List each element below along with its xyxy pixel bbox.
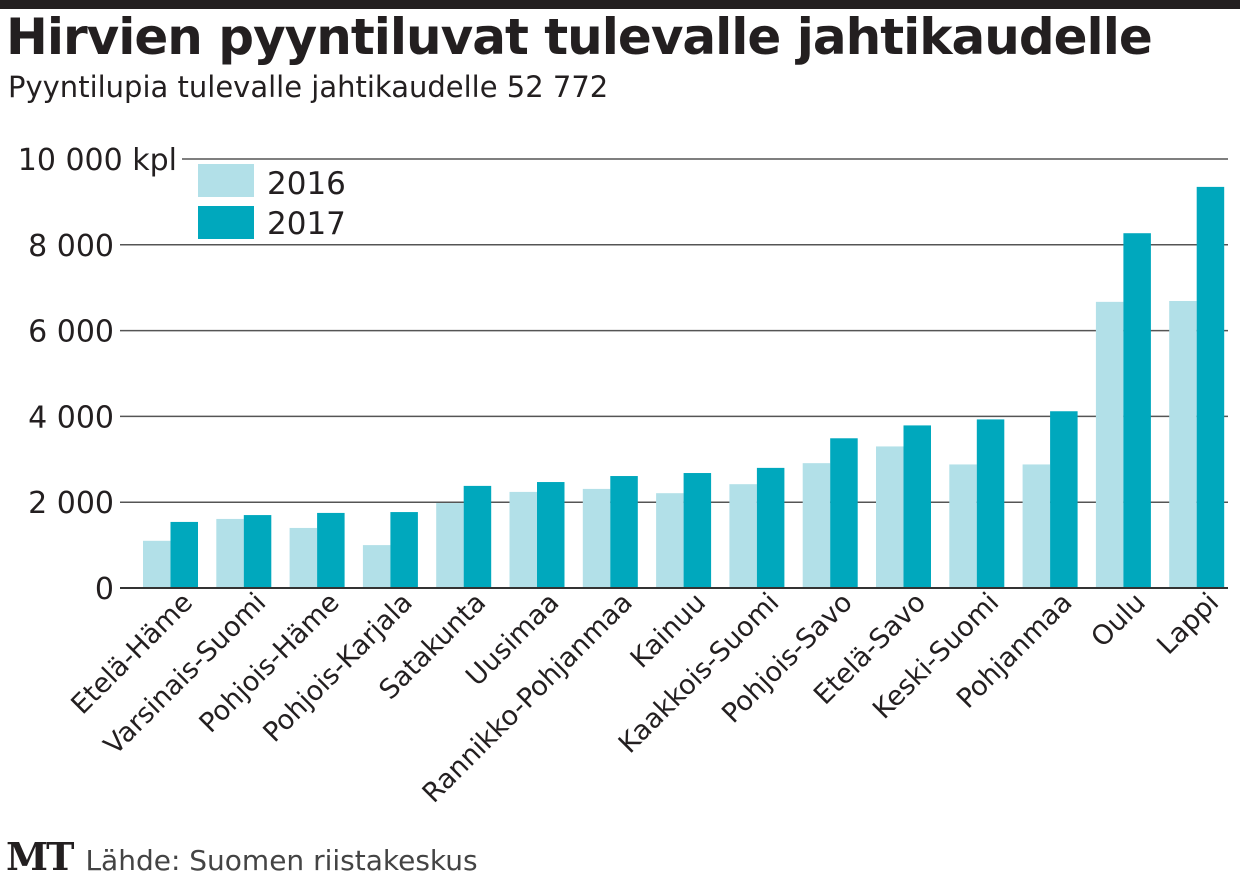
y-tick-label: 0 (95, 572, 114, 607)
bar-2017-Etelä-Savo (903, 425, 931, 588)
legend-label-2017: 2017 (267, 206, 346, 242)
x-tick-label: Keski-Suomi (867, 587, 1005, 725)
top-rule (0, 0, 1240, 9)
bar-2017-Pohjois-Häme (317, 512, 345, 588)
legend-swatch-2016 (198, 164, 254, 197)
bar-2016-Lappi (1169, 300, 1197, 588)
footer: MT Lähde: Suomen riistakeskus (6, 834, 478, 879)
bar-2016-Satakunta (436, 503, 464, 588)
bar-2017-Pohjanmaa (1050, 411, 1078, 588)
bar-2016-Uusimaa (509, 491, 537, 588)
y-axis-ticks: 0 2 000 4 000 6 000 8 000 10 000 kpl (18, 143, 177, 607)
chart-subtitle: Pyyntilupia tulevalle jahtikaudelle 52 7… (8, 70, 609, 104)
bar-2017-Kaakkois-Suomi (756, 467, 785, 588)
bar-2016-Pohjanmaa (1022, 464, 1051, 588)
bar-2016-Rannikko-Pohjanmaa (582, 488, 611, 588)
bar-2016-Pohjois-Häme (289, 527, 318, 588)
x-tick-label: Oulu (1085, 587, 1151, 653)
bar-2017-Keski-Suomi (976, 419, 1005, 588)
source-note: Lähde: Suomen riistakeskus (85, 844, 478, 877)
legend-label-2016: 2016 (267, 166, 346, 202)
y-tick-label: 4 000 (28, 400, 114, 435)
bar-2016-Kaakkois-Suomi (729, 484, 757, 588)
bar-2016-Varsinais-Suomi (216, 518, 244, 588)
bar-2016-Oulu (1095, 301, 1124, 588)
y-tick-label: 10 000 kpl (18, 143, 177, 178)
bar-2016-Pohjois-Savo (802, 463, 831, 588)
bar-2017-Etelä-Häme (170, 521, 198, 588)
bar-2017-Pohjois-Savo (830, 438, 858, 588)
bar-2016-Etelä-Savo (876, 446, 904, 588)
y-tick-label: 2 000 (28, 486, 114, 521)
legend-swatch-2017 (198, 206, 254, 239)
x-axis-labels: Etelä-HämeVarsinais-SuomiPohjois-HämePoh… (65, 587, 1225, 809)
bar-2017-Varsinais-Suomi (243, 515, 272, 588)
y-tick-label: 6 000 (28, 315, 114, 350)
x-tick-label: Pohjois-Savo (716, 587, 858, 729)
mt-logo: MT (6, 834, 74, 879)
bar-2016-Etelä-Häme (143, 540, 171, 588)
bar-2016-Kainuu (656, 493, 684, 588)
bar-2016-Keski-Suomi (949, 464, 977, 588)
bar-2017-Kainuu (683, 473, 712, 588)
bar-2017-Satakunta (463, 485, 492, 588)
bar-2016-Pohjois-Karjala (362, 545, 391, 588)
bar-2017-Oulu (1123, 233, 1151, 589)
bar-2017-Uusimaa (537, 482, 565, 588)
chart-title: Hirvien pyyntiluvat tulevalle jahtikaude… (6, 8, 1153, 66)
bar-2017-Pohjois-Karjala (390, 512, 418, 588)
y-tick-label: 8 000 (28, 229, 114, 264)
bar-2017-Lappi (1196, 186, 1225, 588)
bars (120, 186, 1228, 589)
legend: 2016 2017 (198, 164, 346, 242)
bar-2017-Rannikko-Pohjanmaa (610, 476, 638, 588)
x-tick-label: Lappi (1151, 587, 1225, 661)
